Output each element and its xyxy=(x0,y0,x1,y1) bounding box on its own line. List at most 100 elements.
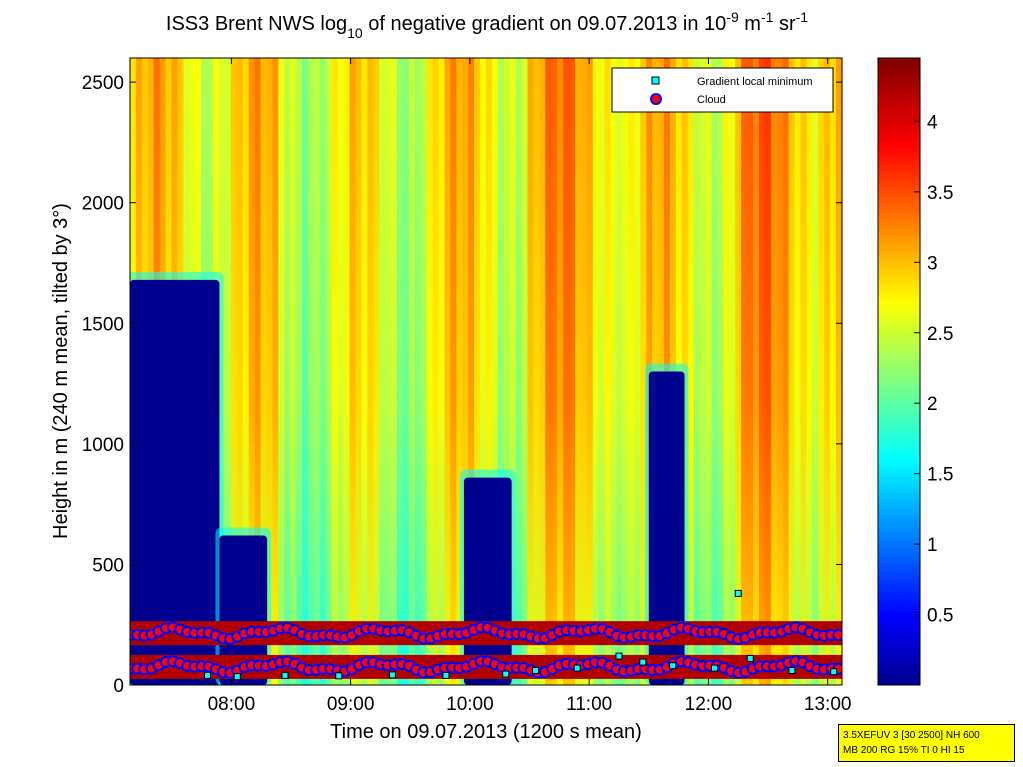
heatmap-column xyxy=(640,58,647,685)
heatmap-column xyxy=(450,58,457,685)
heatmap-column xyxy=(687,58,695,685)
heatmap-column xyxy=(224,58,232,685)
heatmap-column xyxy=(379,58,386,685)
x-tick-label: 13:00 xyxy=(804,694,852,715)
gradient-minimum-marker xyxy=(204,671,211,679)
clear-region xyxy=(463,477,512,685)
heatmap-column xyxy=(474,58,481,685)
heatmap-column xyxy=(491,58,499,685)
gradient-minimum-marker xyxy=(388,671,396,679)
heatmap-column xyxy=(284,58,291,685)
y-axis-label: Height in m (240 m mean, tilted by 3°) xyxy=(50,203,72,539)
clear-air-regions xyxy=(130,271,689,685)
heatmap-column xyxy=(343,58,351,685)
colorbar-tick-label: 1.5 xyxy=(927,465,953,486)
heatmap-column xyxy=(355,58,362,685)
heatmap-column xyxy=(242,58,250,685)
heatmap-column xyxy=(539,58,546,685)
heatmap-column xyxy=(391,58,398,685)
heatmap-column xyxy=(575,58,582,685)
legend-box xyxy=(611,67,834,113)
heatmap-column xyxy=(509,58,517,685)
heatmap-column xyxy=(527,58,535,685)
heatmap-column xyxy=(764,58,772,685)
heatmap-column xyxy=(278,58,285,685)
y-tick-label: 0 xyxy=(113,676,124,697)
heatmap-column xyxy=(308,58,315,685)
info-line-2: MB 200 RG 15% TI 0 HI 15 xyxy=(843,745,965,756)
colorbar-tick-label: 3.5 xyxy=(927,183,953,204)
heatmap-column xyxy=(438,58,446,685)
cloud-marker xyxy=(832,629,842,642)
gradient-minimum-marker xyxy=(734,589,742,597)
colorbar-tick-label: 0.5 xyxy=(927,606,953,627)
heatmap-column xyxy=(480,58,487,685)
heatmap-column xyxy=(580,58,588,685)
heatmap-column xyxy=(272,58,279,685)
gradient-minimum-marker xyxy=(573,664,581,672)
legend: Gradient local minimum Cloud xyxy=(611,67,834,113)
heatmap-column xyxy=(468,58,475,685)
y-tick-label: 1000 xyxy=(82,435,124,456)
gradient-minimum-marker xyxy=(532,667,539,674)
heatmap-plot-area xyxy=(130,58,842,685)
heatmap-column xyxy=(408,58,416,685)
heatmap-column xyxy=(705,58,713,685)
heatmap-column xyxy=(402,58,410,685)
gradient-minimum-marker xyxy=(442,671,450,679)
heatmap-column xyxy=(693,58,701,685)
heatmap-column xyxy=(699,58,707,685)
heatmap-column xyxy=(385,58,392,685)
heatmap-column xyxy=(610,58,618,685)
gradient-minimum-marker xyxy=(746,655,754,662)
heatmap-column xyxy=(331,58,339,685)
heatmap-column xyxy=(616,58,624,685)
heatmap-column xyxy=(397,58,404,685)
heatmap-column xyxy=(586,58,594,685)
gradient-minimum-marker xyxy=(639,658,647,666)
heatmap-column xyxy=(758,58,766,685)
heatmap-column xyxy=(302,58,309,685)
heatmap-column xyxy=(836,58,842,685)
colorbar-tick-label: 2 xyxy=(927,394,938,415)
gradient-minimum-marker xyxy=(233,673,241,681)
heatmap-column xyxy=(604,58,612,685)
heatmap-column xyxy=(319,58,327,685)
heatmap-column xyxy=(373,58,380,685)
heatmap-column xyxy=(414,58,422,685)
chart-title: ISS3 Brent NWS log10 of negative gradien… xyxy=(166,9,808,41)
heatmap-column xyxy=(361,58,368,685)
heatmap-column xyxy=(723,58,730,685)
heatmap-column xyxy=(426,58,434,685)
y-tick-label: 2000 xyxy=(82,194,124,215)
heatmap-column xyxy=(497,58,505,685)
heatmap-column xyxy=(628,58,635,685)
heatmap-column xyxy=(569,58,576,685)
x-axis-ticks: 08:00 09:00 10:00 11:00 12:00 13:00 xyxy=(208,58,852,715)
heatmap-column xyxy=(503,58,511,685)
heatmap-column xyxy=(420,58,428,685)
colorbar-ticks: 0.5 1 1.5 2 2.5 3 3.5 4 xyxy=(914,112,953,627)
heatmap-column xyxy=(824,58,831,685)
heatmap-column xyxy=(770,58,778,685)
gradient-minimum-marker xyxy=(615,652,623,660)
info-line-1: 3.5XEFUV 3 [30 2500] NH 600 xyxy=(843,730,980,741)
heatmap-column xyxy=(236,58,244,685)
heatmap-column xyxy=(634,58,641,685)
heatmap-column xyxy=(521,58,529,685)
heatmap-column xyxy=(812,58,819,685)
colorbar-tick-label: 4 xyxy=(927,112,938,133)
heatmap-column xyxy=(794,58,802,685)
colorbar-tick-label: 3 xyxy=(927,253,938,274)
colorbar-tick-label: 2.5 xyxy=(927,324,953,345)
gradient-minimum-marker xyxy=(335,672,343,680)
x-tick-label: 10:00 xyxy=(446,694,494,715)
legend-circle-marker xyxy=(650,93,662,105)
heatmap-column xyxy=(456,58,463,685)
heatmap-column xyxy=(598,58,606,685)
plot-frame xyxy=(129,57,843,686)
heatmap-column xyxy=(818,58,825,685)
heatmap-column xyxy=(230,58,238,685)
gradient-minimum-marker xyxy=(710,664,718,672)
